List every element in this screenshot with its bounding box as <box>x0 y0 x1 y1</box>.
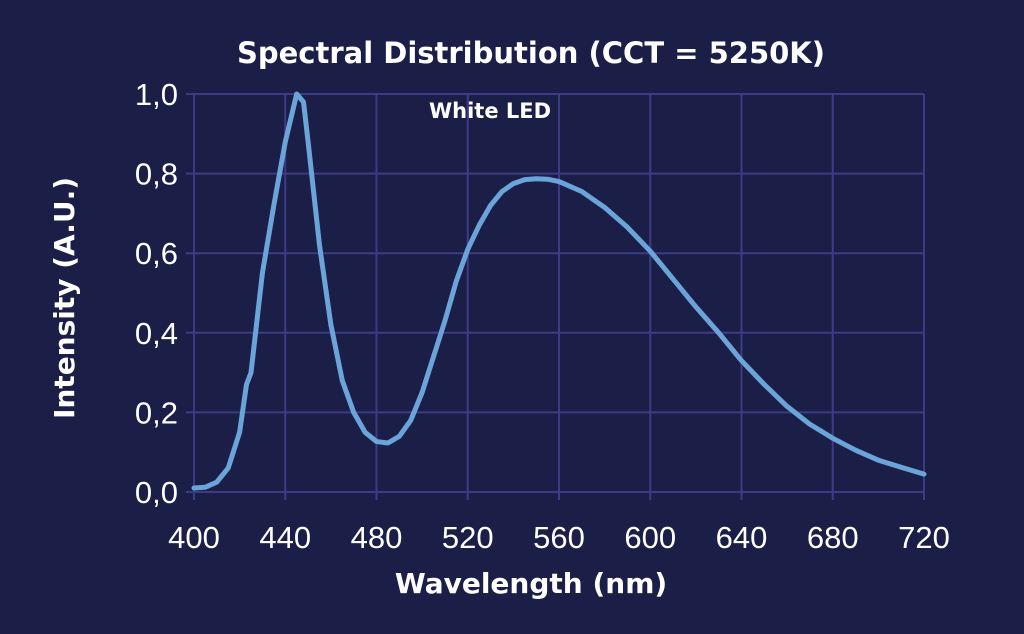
y-tick-label: 0,6 <box>135 236 178 271</box>
y-tick-label: 1,0 <box>135 77 178 112</box>
x-tick-label: 440 <box>259 520 311 555</box>
x-ticks: 400 440 480 520 560 600 640 680 720 <box>168 520 950 555</box>
x-tick-label: 600 <box>624 520 676 555</box>
x-tick-label: 560 <box>533 520 585 555</box>
chart-title: Spectral Distribution (CCT = 5250K) <box>237 36 825 70</box>
y-tick-label: 0,2 <box>135 395 178 430</box>
y-tick-label: 0,0 <box>135 475 178 510</box>
x-tick-label: 400 <box>168 520 220 555</box>
x-tick-label: 520 <box>442 520 494 555</box>
y-tick-label: 0,8 <box>135 157 178 192</box>
grid <box>186 93 925 500</box>
y-ticks: 0,0 0,2 0,4 0,6 0,8 1,0 <box>135 77 178 510</box>
x-tick-label: 720 <box>898 520 950 555</box>
x-tick-label: 640 <box>716 520 768 555</box>
series-line-white-led <box>191 91 927 491</box>
series-annotation: White LED <box>429 99 551 123</box>
y-axis-label: Intensity (A.U.) <box>48 177 81 419</box>
y-tick-label: 0,4 <box>135 316 178 351</box>
series-layer <box>191 91 927 491</box>
x-tick-label: 480 <box>351 520 403 555</box>
x-tick-label: 680 <box>807 520 859 555</box>
x-axis-label: Wavelength (nm) <box>395 567 667 600</box>
